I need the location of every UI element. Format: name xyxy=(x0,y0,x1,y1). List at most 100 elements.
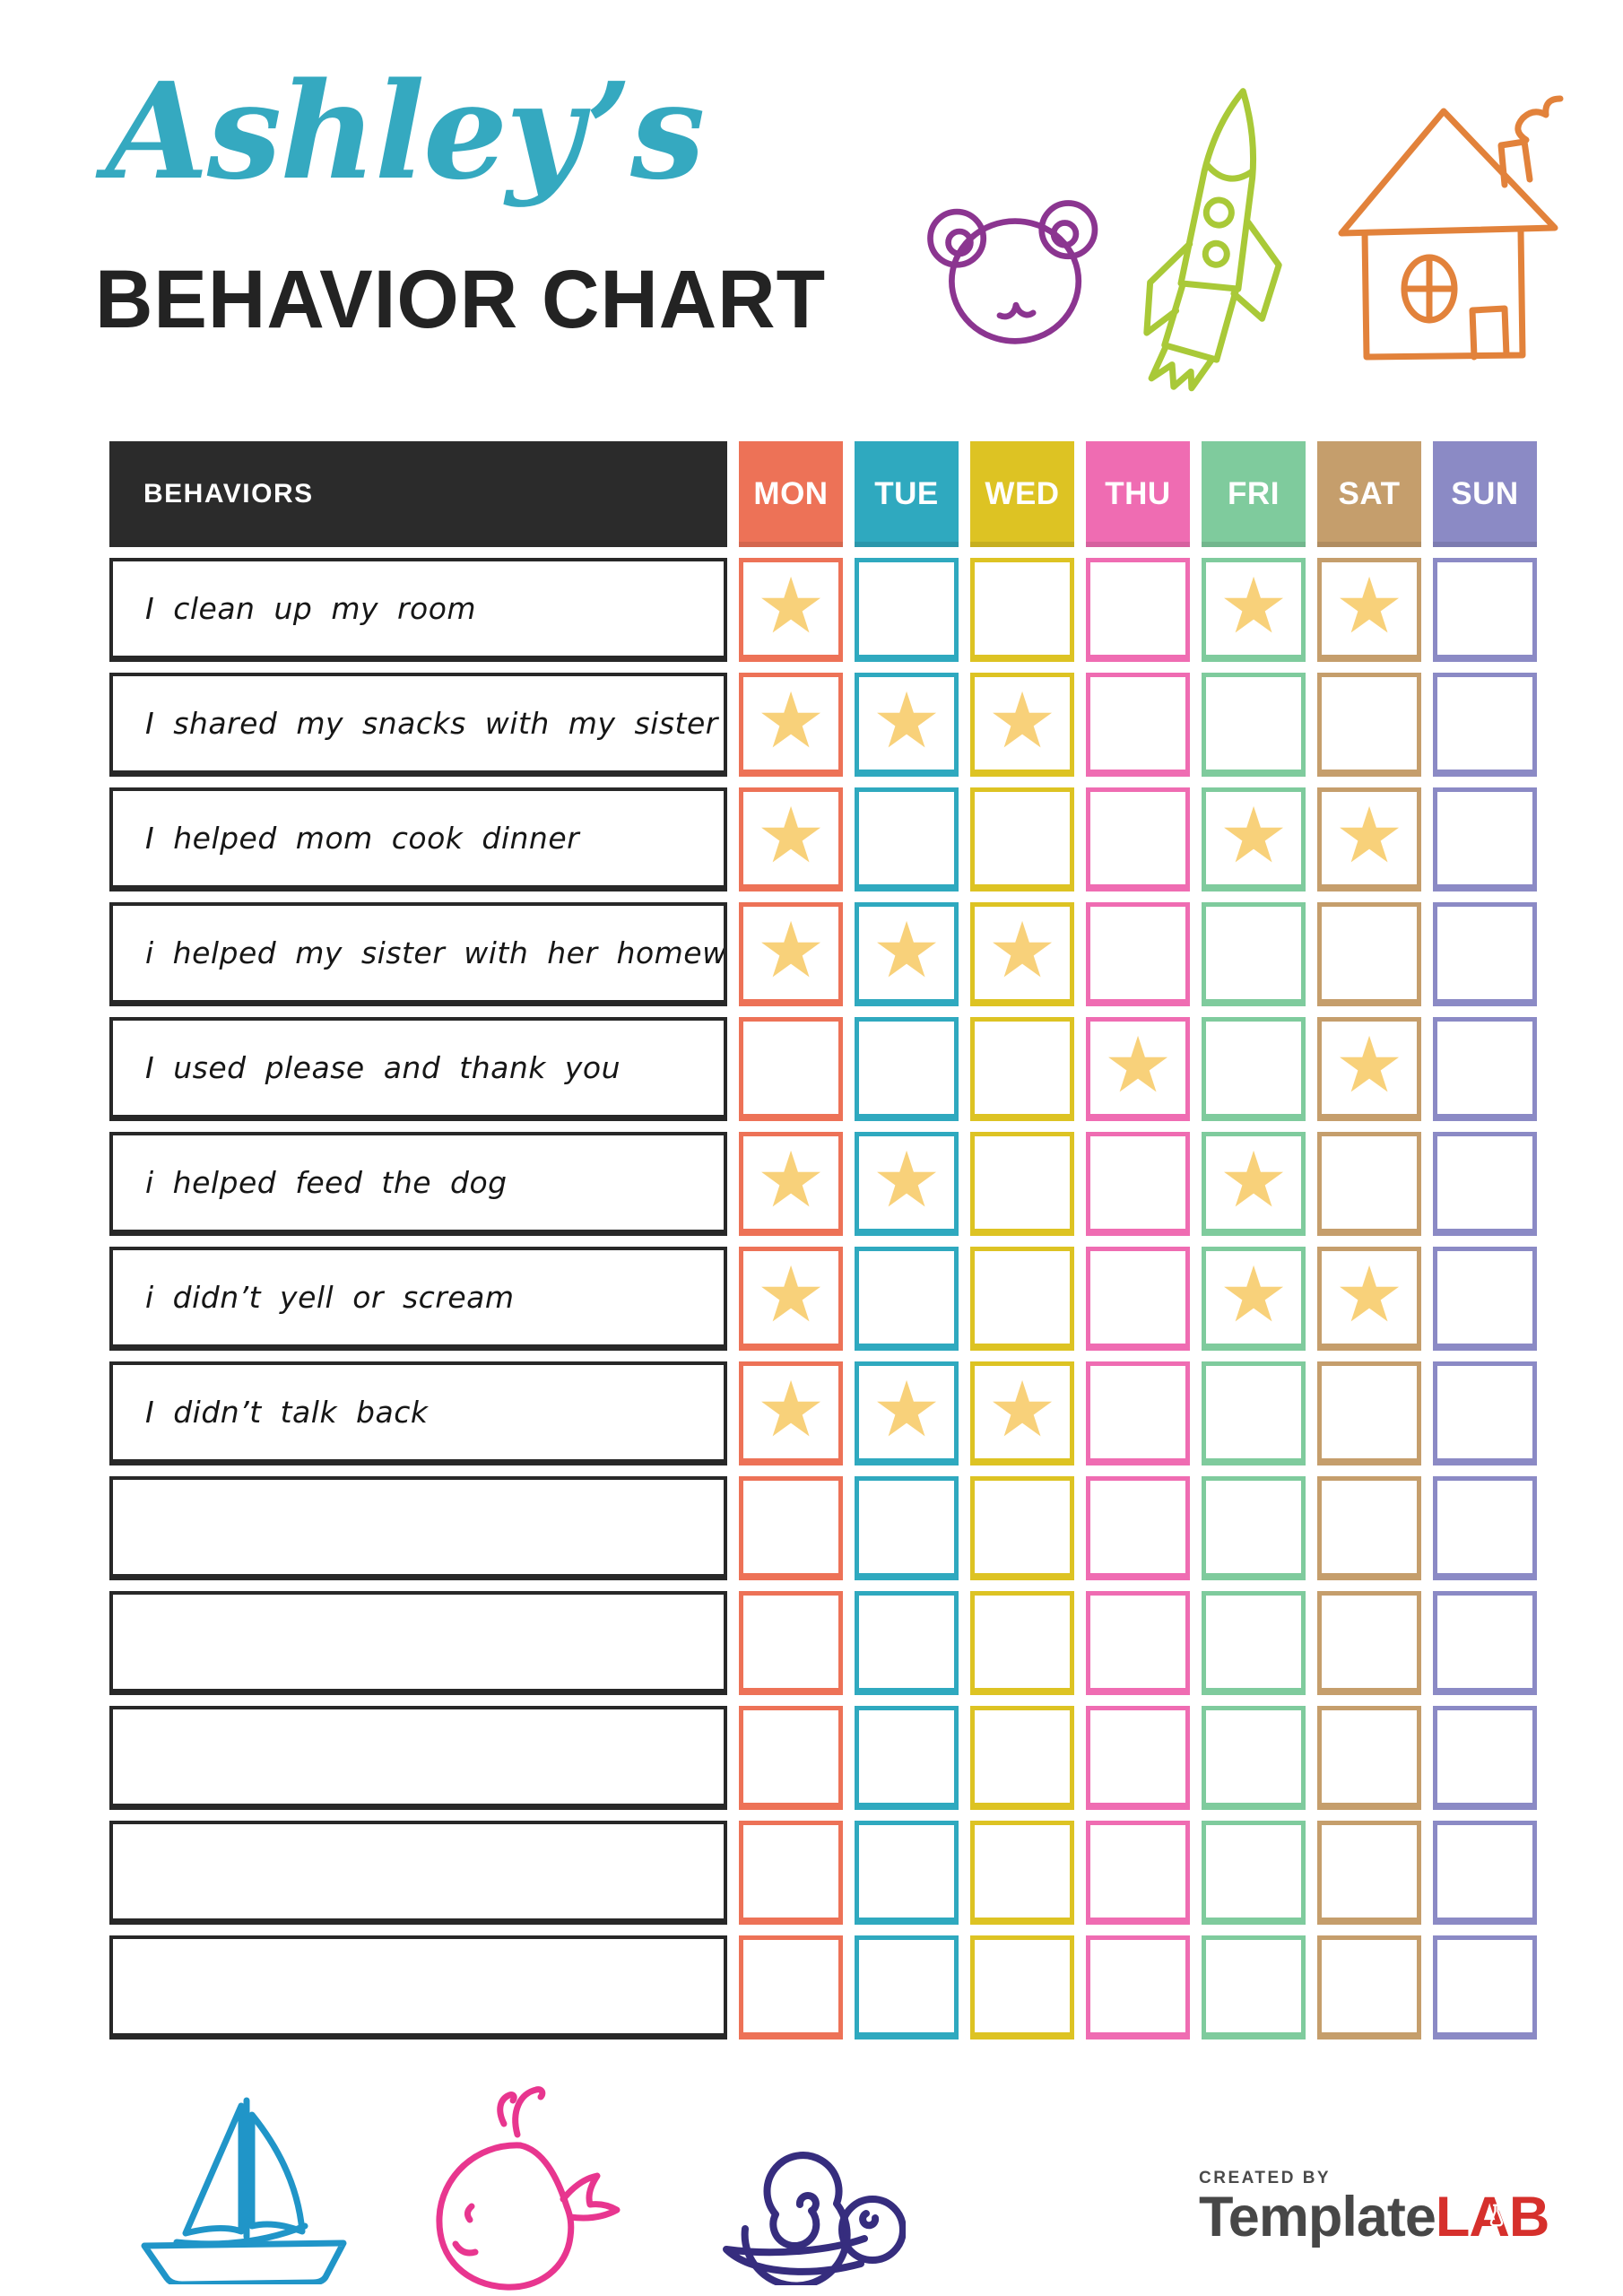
child-name: Ashley’s xyxy=(106,53,705,209)
chart-cell-row1-fri: ★ xyxy=(1202,558,1306,662)
star-icon: ★ xyxy=(756,905,826,996)
chart-cell-row8-tue: ★ xyxy=(855,1361,959,1465)
chart-cell-row9-tue xyxy=(855,1476,959,1580)
chart-cell-row7-sun xyxy=(1433,1247,1537,1351)
chart-cell-row3-fri: ★ xyxy=(1202,787,1306,891)
chart-cell-row8-mon: ★ xyxy=(739,1361,843,1465)
chart-cell-row13-tue xyxy=(855,1935,959,2039)
behaviors-column-header: BEHAVIORS xyxy=(109,441,727,547)
star-icon: ★ xyxy=(872,675,942,766)
day-header-tue: TUE xyxy=(855,441,959,547)
chart-cell-row4-sun xyxy=(1433,902,1537,1006)
behavior-label-cell: I clean up my room xyxy=(109,558,727,662)
chart-cell-row12-thu xyxy=(1086,1821,1190,1925)
chart-cell-row12-tue xyxy=(855,1821,959,1925)
chart-cell-row7-tue xyxy=(855,1247,959,1351)
chart-cell-row10-sun xyxy=(1433,1591,1537,1695)
chart-cell-row2-wed: ★ xyxy=(970,673,1074,777)
behavior-label-cell xyxy=(109,1935,727,2039)
behavior-label-cell xyxy=(109,1706,727,1810)
chart-cell-row12-wed xyxy=(970,1821,1074,1925)
rocket-icon xyxy=(1143,88,1282,392)
chart-cell-row9-wed xyxy=(970,1476,1074,1580)
chart-cell-row5-tue xyxy=(855,1017,959,1121)
chart-cell-row6-fri: ★ xyxy=(1202,1132,1306,1236)
behavior-chart-table: BEHAVIORS MON TUE WED THU FRI SAT SUN I clean up… xyxy=(109,441,1537,2039)
chart-cell-row9-thu xyxy=(1086,1476,1190,1580)
star-icon: ★ xyxy=(1219,790,1289,881)
day-header-sat: SAT xyxy=(1317,441,1421,547)
star-icon: ★ xyxy=(756,675,826,766)
chart-cell-row7-sat: ★ xyxy=(1317,1247,1421,1351)
chart-cell-row10-sat xyxy=(1317,1591,1421,1695)
chart-cell-row6-thu xyxy=(1086,1132,1190,1236)
behavior-text: I used please and thank you xyxy=(145,1050,621,1085)
chart-cell-row3-tue xyxy=(855,787,959,891)
sailboat-icon xyxy=(141,2097,347,2284)
chart-cell-row3-wed xyxy=(970,787,1074,891)
behavior-label-cell xyxy=(109,1821,727,1925)
star-icon: ★ xyxy=(872,1135,942,1225)
chart-cell-row11-thu xyxy=(1086,1706,1190,1810)
chart-cell-row7-mon: ★ xyxy=(739,1247,843,1351)
chart-cell-row7-thu xyxy=(1086,1247,1190,1351)
chart-cell-row2-tue: ★ xyxy=(855,673,959,777)
behavior-text: I shared my snacks with my sister xyxy=(145,706,718,741)
chart-cell-row10-tue xyxy=(855,1591,959,1695)
star-icon: ★ xyxy=(987,905,1057,996)
chart-cell-row4-thu xyxy=(1086,902,1190,1006)
chart-cell-row1-wed xyxy=(970,558,1074,662)
chart-cell-row8-wed: ★ xyxy=(970,1361,1074,1465)
star-icon: ★ xyxy=(1334,790,1404,881)
star-icon: ★ xyxy=(756,1249,826,1340)
chart-cell-row2-sun xyxy=(1433,673,1537,777)
chart-cell-row1-sat: ★ xyxy=(1317,558,1421,662)
chart-cell-row10-fri xyxy=(1202,1591,1306,1695)
chart-cell-row10-wed xyxy=(970,1591,1074,1695)
chart-cell-row2-fri xyxy=(1202,673,1306,777)
chart-cell-row4-wed: ★ xyxy=(970,902,1074,1006)
chart-cell-row10-thu xyxy=(1086,1591,1190,1695)
chart-cell-row6-mon: ★ xyxy=(739,1132,843,1236)
chart-cell-row6-tue: ★ xyxy=(855,1132,959,1236)
chart-cell-row5-fri xyxy=(1202,1017,1306,1121)
behavior-label-cell: i helped feed the dog xyxy=(109,1132,727,1236)
chart-cell-row8-sun xyxy=(1433,1361,1537,1465)
star-icon: ★ xyxy=(987,1364,1057,1455)
brand-suffix: LAB xyxy=(1435,2186,1549,2248)
chart-cell-row11-mon xyxy=(739,1706,843,1810)
chart-cell-row5-mon xyxy=(739,1017,843,1121)
star-icon: ★ xyxy=(872,905,942,996)
house-icon xyxy=(1338,95,1564,361)
behavior-label-cell: I didn’t talk back xyxy=(109,1361,727,1465)
star-icon: ★ xyxy=(987,675,1057,766)
star-icon: ★ xyxy=(1334,1020,1404,1110)
chart-cell-row13-thu xyxy=(1086,1935,1190,2039)
day-header-sun: SUN xyxy=(1433,441,1537,547)
chart-cell-row6-sun xyxy=(1433,1132,1537,1236)
behavior-text: I clean up my room xyxy=(145,591,477,626)
behavior-label-cell: I helped mom cook dinner xyxy=(109,787,727,891)
chart-cell-row11-tue xyxy=(855,1706,959,1810)
day-header-fri: FRI xyxy=(1202,441,1306,547)
behavior-label-cell: i helped my sister with her homework xyxy=(109,902,727,1006)
bear-icon xyxy=(927,200,1098,344)
star-icon: ★ xyxy=(756,1364,826,1455)
chart-cell-row5-thu: ★ xyxy=(1086,1017,1190,1121)
chart-cell-row13-sun xyxy=(1433,1935,1537,2039)
chart-cell-row8-fri xyxy=(1202,1361,1306,1465)
chart-cell-row3-sun xyxy=(1433,787,1537,891)
chart-cell-row8-sat xyxy=(1317,1361,1421,1465)
behavior-label-cell xyxy=(109,1476,727,1580)
chart-cell-row5-wed xyxy=(970,1017,1074,1121)
chart-cell-row9-sat xyxy=(1317,1476,1421,1580)
behavior-label-cell xyxy=(109,1591,727,1695)
chart-cell-row1-sun xyxy=(1433,558,1537,662)
star-icon: ★ xyxy=(1219,561,1289,651)
day-header-thu: THU xyxy=(1086,441,1190,547)
star-icon: ★ xyxy=(1219,1249,1289,1340)
star-icon: ★ xyxy=(1334,1249,1404,1340)
chart-cell-row4-fri xyxy=(1202,902,1306,1006)
star-icon: ★ xyxy=(1334,561,1404,651)
